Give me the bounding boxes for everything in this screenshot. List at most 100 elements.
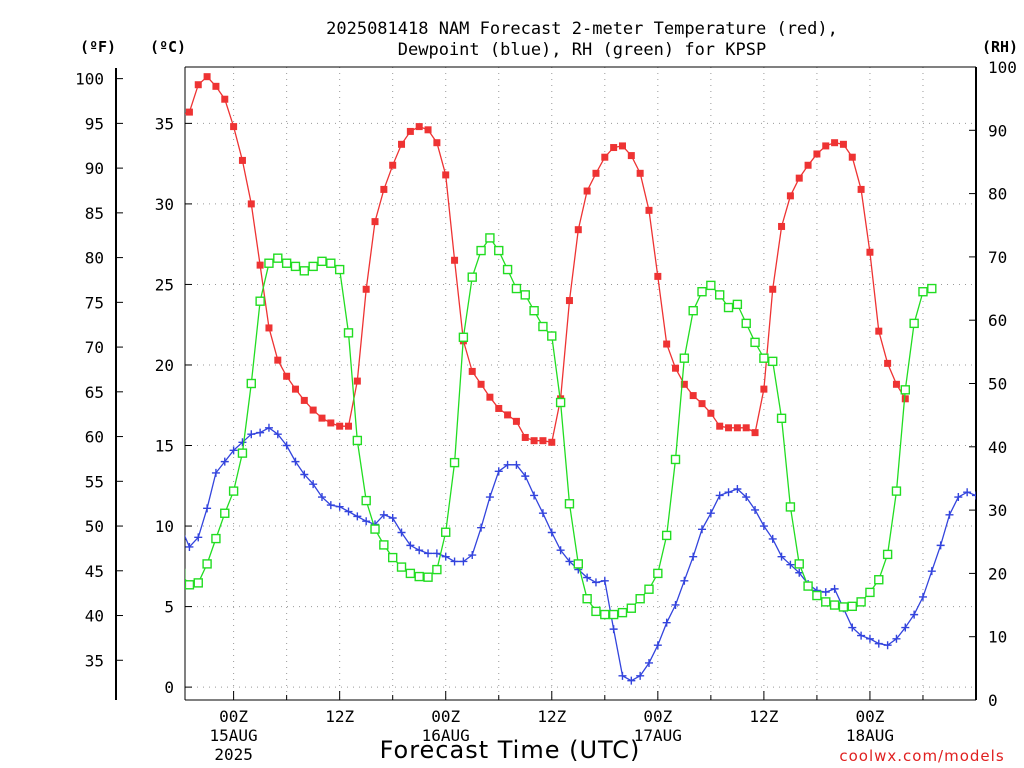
- data-point: [194, 81, 202, 89]
- data-point: [909, 318, 919, 329]
- data-point: [521, 472, 530, 481]
- data-point: [653, 568, 663, 579]
- data-point: [671, 600, 680, 609]
- data-point: [476, 245, 486, 256]
- rh-tick-label: 90: [988, 121, 1007, 140]
- data-point: [882, 549, 893, 560]
- data-point: [653, 641, 662, 650]
- data-point: [548, 438, 556, 446]
- data-point: [246, 378, 256, 389]
- data-point: [645, 206, 653, 214]
- data-point: [504, 411, 512, 419]
- data-point: [627, 152, 635, 160]
- data-point: [707, 409, 715, 417]
- data-point: [230, 123, 238, 131]
- fahrenheit-axis: 35 40 45 50 55 60 65 70 75 80 85 90 95 100: [75, 70, 123, 670]
- data-point: [672, 364, 680, 372]
- series-2-meter-temperature: [185, 73, 909, 446]
- data-point: [441, 527, 451, 537]
- data-point: [609, 625, 618, 634]
- data-point: [733, 424, 741, 432]
- fahrenheit-tick-label: 55: [85, 472, 104, 491]
- data-point: [927, 283, 937, 294]
- time-year-label: 2025: [214, 745, 253, 764]
- data-point: [388, 513, 397, 522]
- rh-tick-label: 50: [988, 375, 1007, 394]
- data-point: [494, 467, 503, 476]
- series-line: [185, 236, 933, 616]
- data-point: [255, 296, 265, 306]
- data-point: [636, 169, 644, 177]
- rh-tick-label: 70: [988, 248, 1007, 267]
- data-point: [282, 441, 291, 450]
- series-layer: [185, 73, 976, 685]
- data-point: [795, 174, 803, 182]
- data-point: [610, 144, 618, 152]
- celsius-tick-label: 15: [155, 437, 174, 456]
- data-point: [370, 524, 380, 534]
- celsius-tick-label: 0: [164, 678, 174, 697]
- data-point: [759, 353, 769, 363]
- data-point: [185, 580, 195, 590]
- data-point: [379, 540, 389, 550]
- data-point: [424, 549, 433, 558]
- rh-tick-label: 80: [988, 185, 1007, 204]
- celsius-tick-label: 30: [155, 195, 174, 214]
- data-point: [477, 523, 486, 532]
- time-tick-label: 00Z: [219, 707, 248, 726]
- fahrenheit-tick-label: 35: [85, 651, 104, 670]
- data-point: [212, 82, 220, 90]
- data-point: [706, 509, 715, 518]
- data-point: [256, 261, 264, 269]
- data-point: [661, 530, 672, 541]
- data-point: [608, 609, 619, 620]
- data-point: [732, 299, 743, 310]
- data-point: [387, 552, 398, 563]
- data-point: [663, 340, 671, 348]
- data-point: [760, 385, 768, 393]
- data-point: [283, 372, 291, 380]
- data-point: [327, 419, 335, 427]
- series-rh: [185, 233, 937, 620]
- fahrenheit-tick-label: 60: [85, 428, 104, 447]
- data-point: [884, 359, 892, 367]
- fahrenheit-tick-label: 75: [85, 293, 104, 312]
- data-point: [724, 488, 733, 497]
- data-point: [857, 185, 865, 193]
- data-point: [308, 261, 318, 272]
- data-point: [442, 171, 450, 179]
- title-line-1: 2025081418 NAM Forecast 2-meter Temperat…: [326, 19, 838, 39]
- data-point: [636, 671, 645, 680]
- data-point: [874, 575, 884, 585]
- data-point: [697, 287, 707, 297]
- data-point: [380, 185, 388, 193]
- data-point: [185, 108, 193, 116]
- data-point: [751, 429, 759, 437]
- data-point: [494, 245, 504, 256]
- data-point: [335, 502, 344, 511]
- data-point: [264, 423, 273, 432]
- fahrenheit-unit-label: (ºF): [80, 38, 116, 56]
- celsius-tick-label: 35: [155, 114, 174, 133]
- data-point: [786, 192, 794, 200]
- data-point: [405, 568, 416, 579]
- data-point: [804, 161, 812, 169]
- celsius-tick-label: 20: [155, 356, 174, 375]
- data-point: [477, 380, 485, 388]
- data-point: [866, 248, 874, 256]
- data-point: [565, 297, 573, 305]
- data-point: [778, 222, 786, 230]
- data-point: [512, 417, 520, 425]
- data-point: [299, 266, 310, 276]
- data-point: [458, 332, 469, 342]
- data-point: [486, 393, 494, 401]
- data-point: [892, 380, 900, 388]
- data-point: [238, 438, 247, 447]
- data-point: [221, 95, 229, 103]
- data-point: [185, 568, 186, 579]
- data-point: [725, 424, 733, 432]
- data-point: [618, 671, 627, 680]
- rh-tick-label: 100: [988, 58, 1017, 77]
- data-point: [795, 568, 804, 577]
- celsius-axis: 0 5 10 15 20 25 30 35: [155, 114, 192, 697]
